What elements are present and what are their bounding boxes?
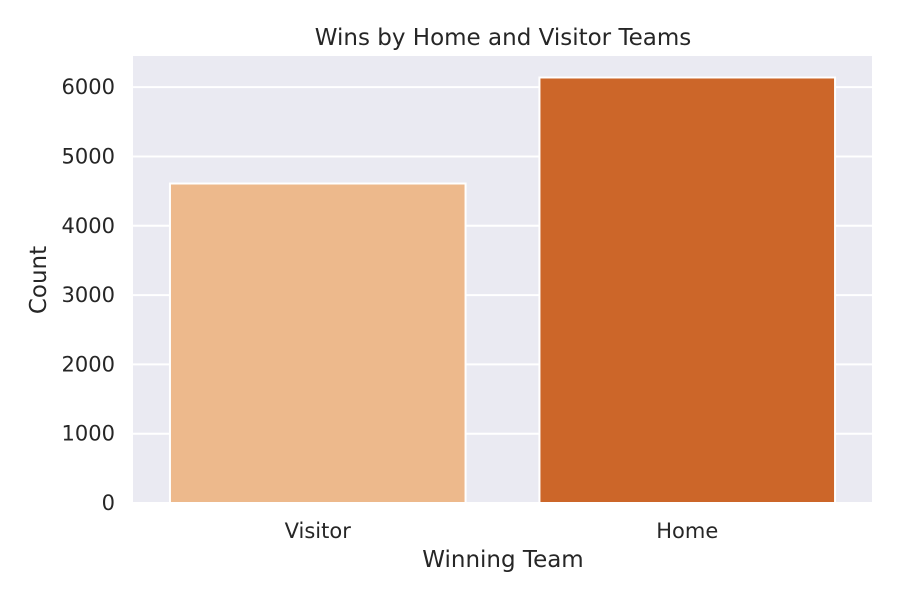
bar-home bbox=[538, 76, 837, 504]
y-tick-label: 0 bbox=[102, 491, 115, 515]
y-axis-ticks: 0 1000 2000 3000 4000 5000 6000 bbox=[62, 75, 115, 515]
x-axis-ticks: Visitor Home bbox=[285, 519, 719, 543]
bar-visitor bbox=[168, 182, 467, 505]
y-tick-label: 2000 bbox=[62, 352, 115, 376]
y-tick-label: 5000 bbox=[62, 144, 115, 168]
x-tick-label: Home bbox=[656, 519, 718, 543]
y-axis-label: Count bbox=[26, 246, 52, 314]
bars bbox=[168, 76, 837, 505]
x-tick-label: Visitor bbox=[285, 519, 352, 543]
chart-title: Wins by Home and Visitor Teams bbox=[315, 25, 691, 51]
y-tick-label: 3000 bbox=[62, 283, 115, 307]
y-tick-label: 1000 bbox=[62, 422, 115, 446]
x-axis-label: Winning Team bbox=[422, 547, 583, 573]
y-tick-label: 6000 bbox=[62, 75, 115, 99]
y-tick-label: 4000 bbox=[62, 214, 115, 238]
